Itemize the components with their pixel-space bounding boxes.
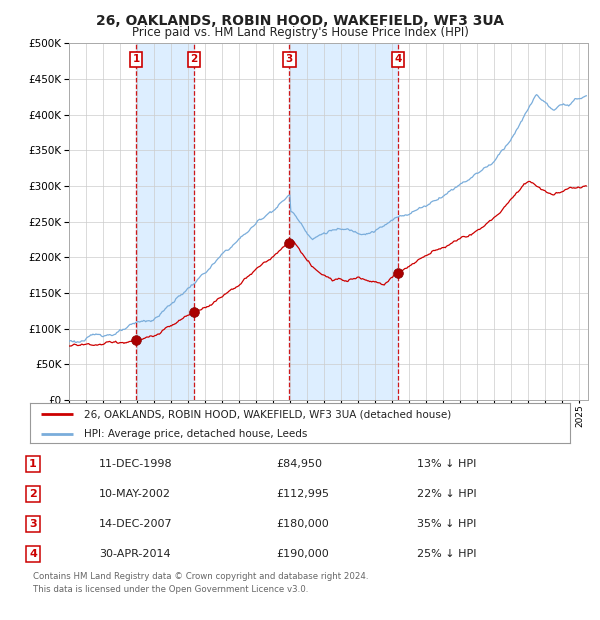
Text: £180,000: £180,000 xyxy=(276,519,329,529)
Text: HPI: Average price, detached house, Leeds: HPI: Average price, detached house, Leed… xyxy=(84,430,307,440)
Text: 35% ↓ HPI: 35% ↓ HPI xyxy=(417,519,476,529)
Text: 1: 1 xyxy=(29,459,37,469)
Text: 3: 3 xyxy=(286,55,293,64)
Text: £190,000: £190,000 xyxy=(276,549,329,559)
Bar xyxy=(136,43,194,400)
Text: 1: 1 xyxy=(133,55,140,64)
Text: 2: 2 xyxy=(191,55,198,64)
Text: 14-DEC-2007: 14-DEC-2007 xyxy=(99,519,173,529)
Text: 22% ↓ HPI: 22% ↓ HPI xyxy=(417,489,476,499)
Text: 13% ↓ HPI: 13% ↓ HPI xyxy=(417,459,476,469)
Text: 10-MAY-2002: 10-MAY-2002 xyxy=(99,489,171,499)
Text: Contains HM Land Registry data © Crown copyright and database right 2024.: Contains HM Land Registry data © Crown c… xyxy=(33,572,368,581)
Text: £84,950: £84,950 xyxy=(276,459,322,469)
Bar xyxy=(289,43,398,400)
Text: 25% ↓ HPI: 25% ↓ HPI xyxy=(417,549,476,559)
Text: 2: 2 xyxy=(29,489,37,499)
Text: This data is licensed under the Open Government Licence v3.0.: This data is licensed under the Open Gov… xyxy=(33,585,308,595)
Text: 3: 3 xyxy=(29,519,37,529)
Text: 11-DEC-1998: 11-DEC-1998 xyxy=(99,459,173,469)
Text: 4: 4 xyxy=(29,549,37,559)
Text: £112,995: £112,995 xyxy=(276,489,329,499)
Text: 26, OAKLANDS, ROBIN HOOD, WAKEFIELD, WF3 3UA (detached house): 26, OAKLANDS, ROBIN HOOD, WAKEFIELD, WF3… xyxy=(84,409,451,419)
Text: 30-APR-2014: 30-APR-2014 xyxy=(99,549,170,559)
Text: 26, OAKLANDS, ROBIN HOOD, WAKEFIELD, WF3 3UA: 26, OAKLANDS, ROBIN HOOD, WAKEFIELD, WF3… xyxy=(96,14,504,28)
Text: 4: 4 xyxy=(394,55,401,64)
Text: Price paid vs. HM Land Registry's House Price Index (HPI): Price paid vs. HM Land Registry's House … xyxy=(131,26,469,39)
